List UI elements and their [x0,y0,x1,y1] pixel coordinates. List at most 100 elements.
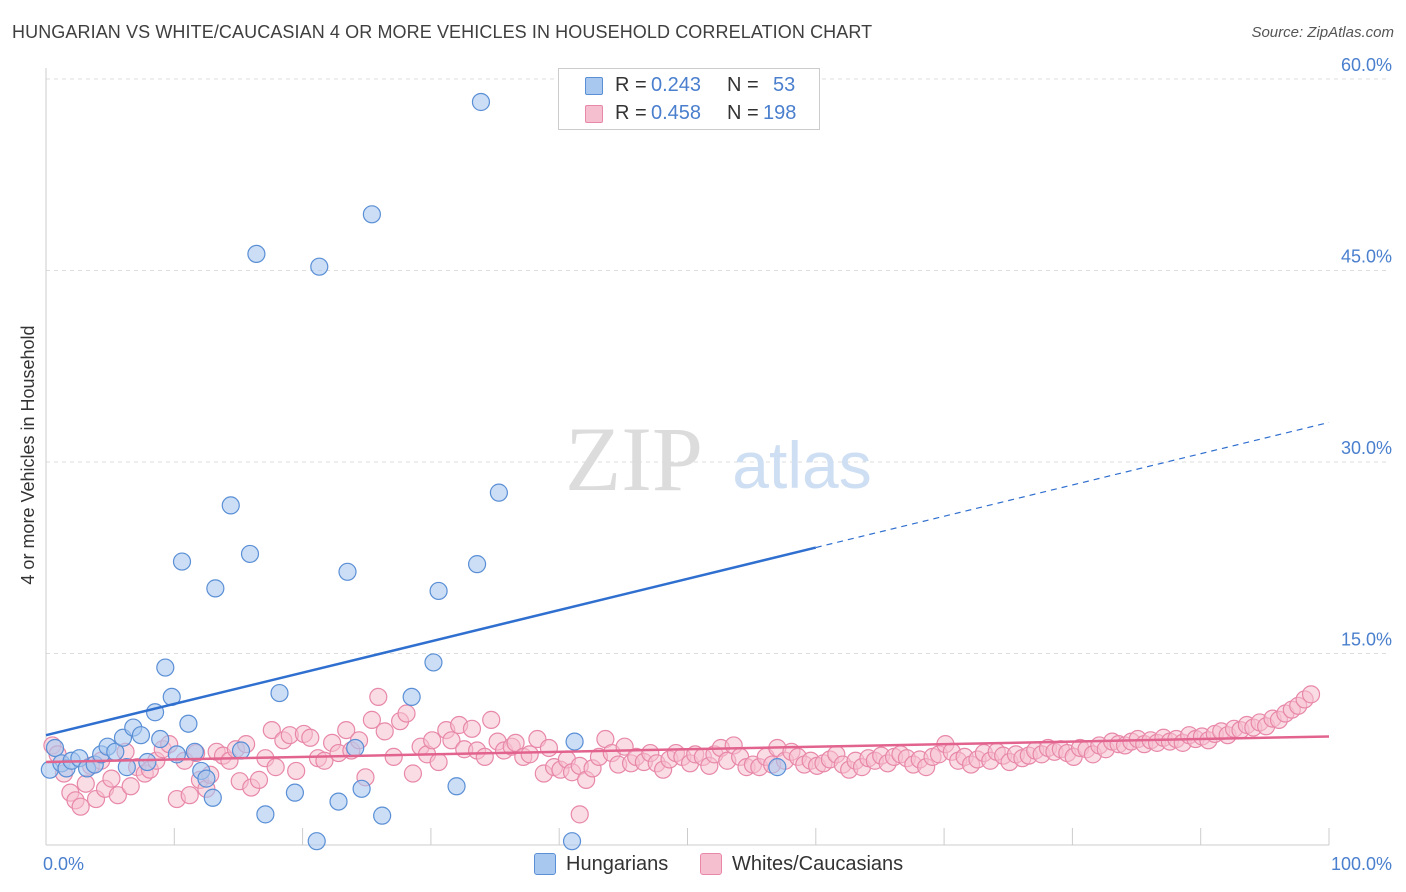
whites-caucasians-point [423,731,442,750]
whites-caucasians-point [462,719,482,738]
y-axis-label: 4 or more Vehicles in Household [18,325,38,584]
x-tick-label: 0.0% [43,854,84,874]
hungarians-point [362,205,381,224]
hungarians-point [117,758,136,777]
whites-caucasians-point [482,710,501,729]
legend-row-whites: R = 0.458 N = 198 [559,100,819,128]
hungarians-point [247,244,266,264]
hungarians-point [424,653,443,672]
whites-caucasians-point [570,805,589,824]
hungarians-point [156,658,175,677]
whites-caucasians-point [506,733,525,752]
legend-row-hungarians: R = 0.243 N = 53 [559,72,819,100]
whites-caucasians-point [287,761,306,781]
chart-title: HUNGARIAN VS WHITE/CAUCASIAN 4 OR MORE V… [12,22,873,42]
legend-swatch-whites [700,853,722,875]
whites-caucasians-point [249,770,269,789]
watermark-zip: ZIP [565,408,703,510]
hungarians-point [285,783,305,802]
n-value: 198 [763,102,797,124]
hungarians-point [447,777,466,796]
hungarians-trend-extension [815,421,1330,549]
hungarians-point [338,562,357,581]
series-hungarians [40,92,787,851]
hungarians-point [467,555,487,574]
hungarians-point [270,683,289,703]
whites-caucasians-point [442,731,461,750]
whites-caucasians-point [121,777,140,796]
legend-swatch-hungarians [534,853,556,875]
n-label: N = [727,74,759,96]
r-value: 0.243 [651,74,702,96]
y-tick-label: 30.0% [1341,438,1392,458]
hungarians-point [562,832,582,851]
hungarians-point [310,257,329,276]
hungarians-point [172,552,192,571]
legend-label-whites: Whites/Caucasians [732,853,904,875]
hungarians-point [373,806,392,825]
n-label: N = [727,102,759,124]
whites-caucasians-point [180,786,199,805]
x-tick-label: 100.0% [1331,854,1392,874]
r-value: 0.458 [651,102,702,124]
hungarians-point [402,687,421,707]
y-tick-label: 15.0% [1341,630,1392,650]
hungarians-point [206,579,225,598]
axes [45,68,1330,846]
hungarians-point [131,726,151,745]
hungarians-point [45,738,65,758]
n-value: 53 [773,74,796,96]
legend-label-hungarians: Hungarians [566,853,669,875]
whites-caucasians-point [301,728,320,747]
watermark: ZIP atlas [565,408,872,510]
hungarians-point [179,714,198,733]
whites-caucasians-point [262,720,281,740]
whites-caucasians-point [76,774,95,793]
legend-swatch-pink [585,105,603,123]
whites-caucasians-point [102,769,121,788]
grid [46,78,1390,654]
source-credit: Source: ZipAtlas.com [1251,24,1394,41]
watermark-atlas: atlas [732,428,871,502]
hungarians-point [240,544,260,564]
hungarians-point [256,805,275,824]
hungarians-point [221,496,240,515]
whites-caucasians-point [520,745,539,764]
tick-labels: 15.0% 30.0% 45.0% 60.0% 0.0% 100.0% [43,55,1392,874]
hungarians-point [346,738,365,758]
hungarians-point [768,758,787,777]
hungarians-point [151,729,170,749]
series-legend: Hungarians Whites/Caucasians [0,853,1406,877]
hungarians-point [197,769,216,788]
whites-caucasians-point [429,752,448,772]
hungarians-point [138,752,157,772]
whites-caucasians-point [362,710,381,729]
whites-caucasians-point [384,747,403,767]
legend-swatch-blue [585,77,603,95]
hungarians-point [231,741,251,760]
whites-caucasians-point [71,797,90,816]
whites-caucasians-point [375,722,394,741]
whites-caucasians-point [337,720,356,740]
hungarians-point [307,832,326,851]
hungarians-point [565,732,584,751]
hungarians-point [489,483,508,502]
hungarians-point [471,92,491,112]
hungarians-trend-line [45,546,817,737]
whites-caucasians-point [403,764,423,783]
hungarians-point [203,788,222,807]
whites-caucasians-point [266,758,285,777]
hungarians-point [329,792,348,811]
whites-caucasians-point [369,687,388,707]
y-tick-label: 45.0% [1341,247,1392,267]
whites-caucasians-point [397,704,416,723]
whites-caucasians-point [475,747,494,767]
whites-caucasians-point [108,786,127,805]
hungarians-point [352,779,371,798]
r-label: R = [615,102,647,124]
hungarians-point [429,581,448,601]
y-tick-label: 60.0% [1341,55,1392,75]
whites-caucasians-point [1301,685,1321,704]
whites-caucasians-point [539,738,559,758]
